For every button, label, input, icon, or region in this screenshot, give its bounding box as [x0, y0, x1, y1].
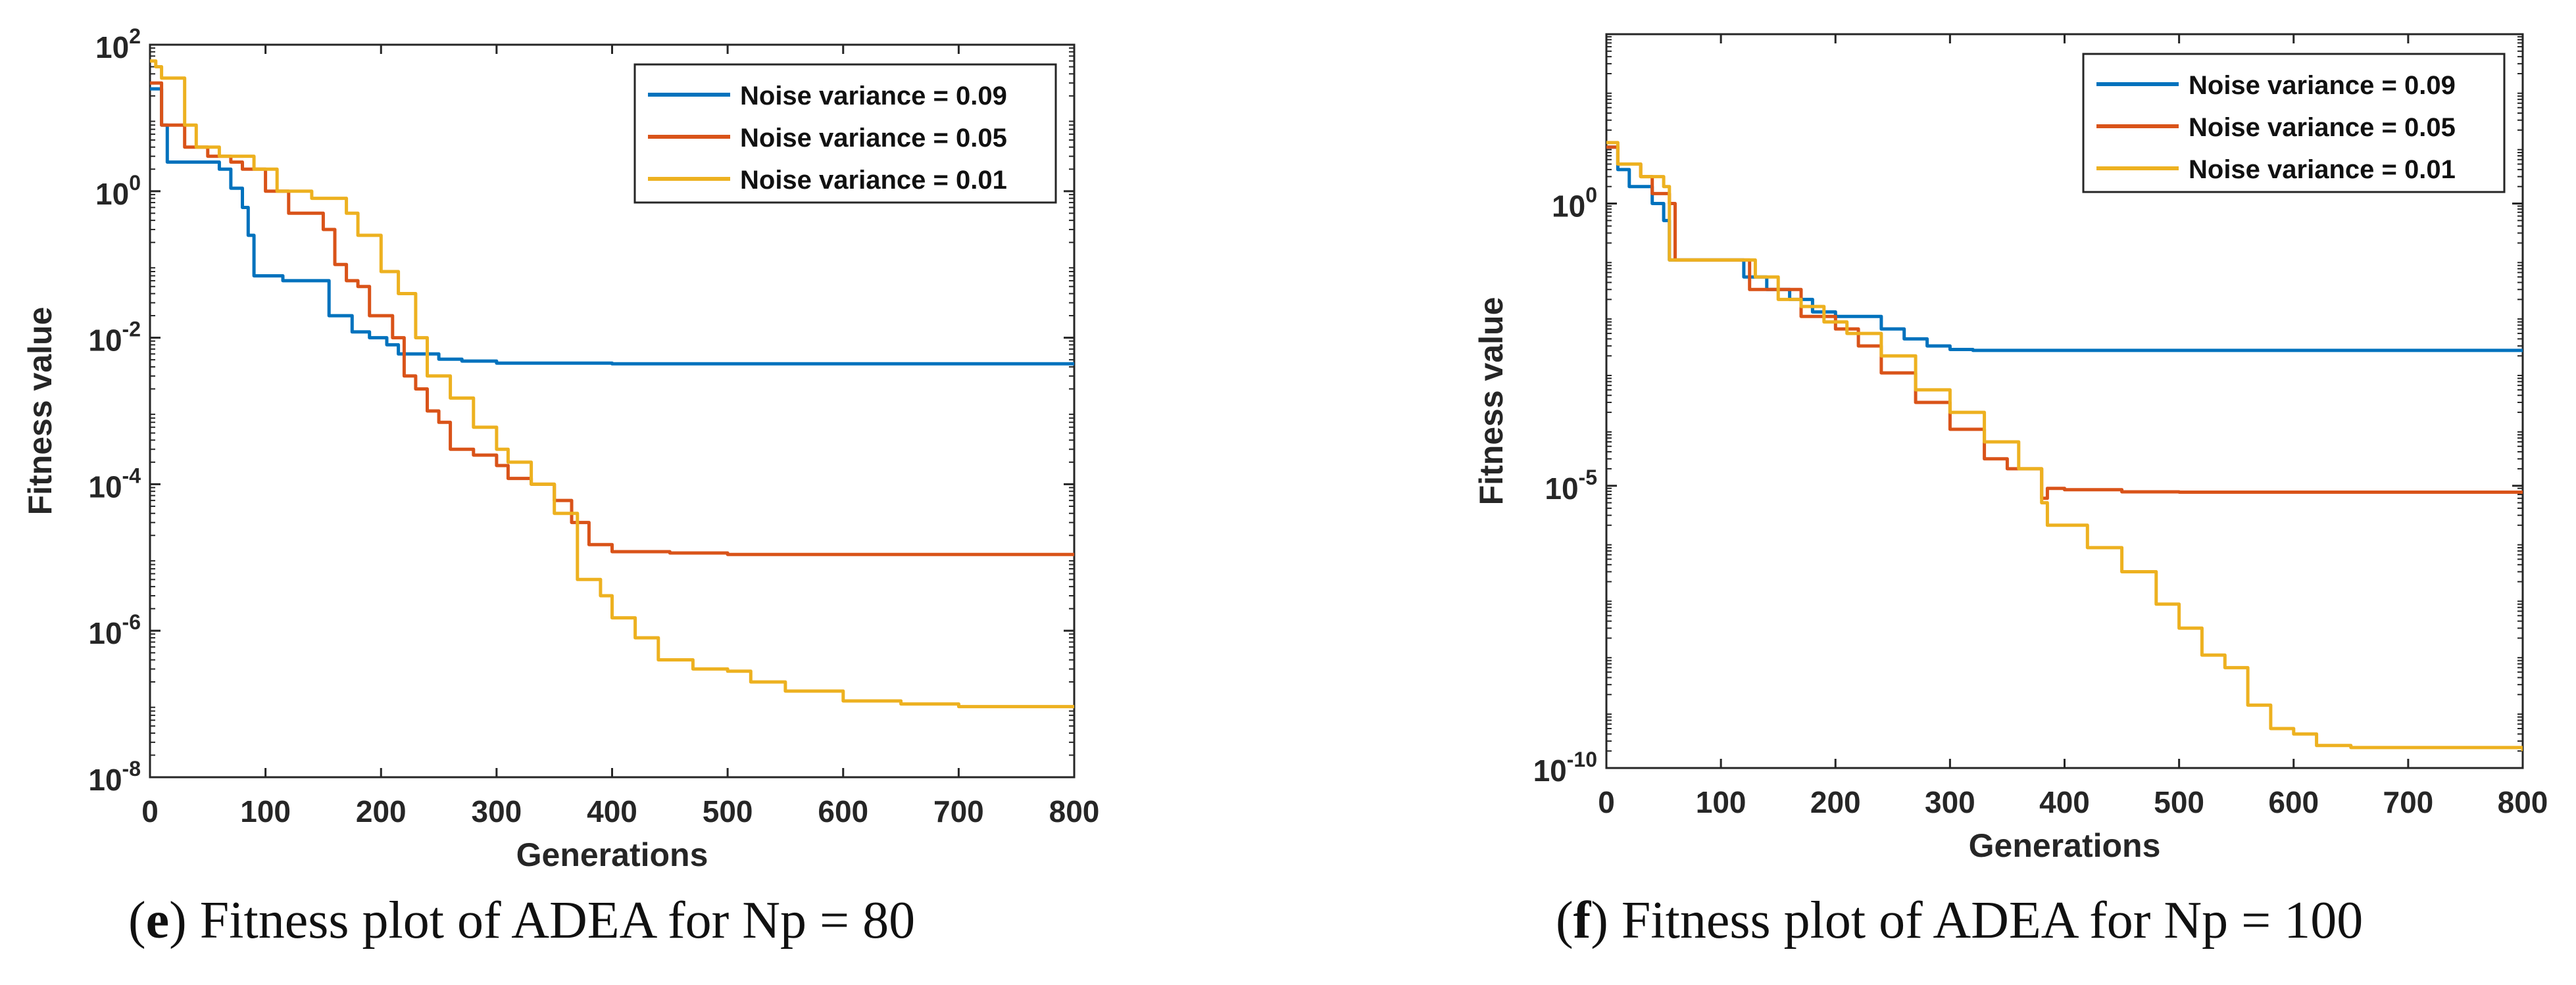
y-tick-label: 100 — [95, 171, 141, 211]
y-tick-label: 10-4 — [88, 464, 141, 504]
y-tick-base: 10 — [88, 324, 122, 358]
y-tick-base: 10 — [88, 469, 122, 504]
y-tick-label: 10-6 — [88, 610, 141, 650]
y-tick-label: 10-5 — [1545, 466, 1597, 506]
x-tick-label: 500 — [2154, 785, 2204, 819]
x-tick-label: 100 — [1696, 785, 1746, 819]
y-tick-base: 10 — [95, 177, 129, 211]
x-tick-label: 400 — [2039, 785, 2090, 819]
y-tick-exponent: 0 — [1585, 183, 1597, 207]
x-tick-label: 0 — [141, 794, 159, 829]
chart-panel-e: 0 100 200 300 400 500 600 700 80010210010-210-41… — [22, 24, 1099, 873]
y-tick-exponent: 0 — [129, 171, 141, 195]
x-axis-label: Generations — [1969, 827, 2161, 864]
y-tick-base: 10 — [88, 763, 122, 797]
y-tick-exponent: 2 — [129, 24, 141, 48]
x-tick-label: 700 — [2383, 785, 2434, 819]
x-tick-label: 0 — [1598, 785, 1615, 819]
y-tick-label: 10-2 — [88, 318, 141, 358]
series-line-3 — [1606, 141, 2523, 752]
y-tick-exponent: -8 — [122, 757, 141, 781]
x-tick-label: 600 — [2268, 785, 2319, 819]
y-tick-exponent: -10 — [1567, 748, 1597, 771]
x-tick-label: 200 — [356, 794, 407, 829]
caption-f-open: ( — [1556, 892, 1573, 949]
y-tick-label: 102 — [95, 24, 141, 64]
y-tick-exponent: -4 — [122, 464, 141, 487]
y-axis-label: Fitness value — [1473, 297, 1510, 506]
y-tick-label: 100 — [1552, 183, 1597, 224]
caption-e-open: ( — [128, 892, 146, 949]
x-tick-label: 200 — [1810, 785, 1861, 819]
series-line-1 — [150, 87, 1074, 366]
y-tick-base: 10 — [1552, 189, 1585, 224]
y-tick-exponent: -2 — [122, 318, 141, 341]
x-tick-label: 700 — [933, 794, 984, 829]
legend-label-2: Noise variance = 0.05 — [2189, 113, 2456, 142]
caption-f: (f) Fitness plot of ADEA for Np = 100 — [1556, 891, 2363, 951]
x-tick-label: 300 — [1925, 785, 1975, 819]
x-tick-label: 400 — [587, 794, 637, 829]
x-tick-label: 800 — [1049, 794, 1100, 829]
series-line-2 — [1606, 145, 2523, 500]
x-tick-label: 800 — [2498, 785, 2548, 819]
caption-f-letter: f — [1573, 892, 1591, 949]
x-tick-label: 500 — [703, 794, 753, 829]
caption-e: (e) Fitness plot of ADEA for Np = 80 — [128, 891, 915, 951]
y-axis-label: Fitness value — [22, 307, 59, 516]
y-tick-exponent: -6 — [122, 610, 141, 634]
y-tick-exponent: -5 — [1579, 466, 1597, 489]
y-tick-base: 10 — [88, 616, 122, 650]
y-tick-base: 10 — [1533, 754, 1567, 788]
y-tick-base: 10 — [1545, 471, 1578, 506]
legend-label-3: Noise variance = 0.01 — [740, 166, 1007, 195]
y-tick-label: 10-8 — [88, 757, 141, 797]
chart-panel-f: 0 100 200 300 400 500 600 700 80010010-510-10Gen… — [1473, 33, 2548, 864]
x-tick-label: 300 — [472, 794, 522, 829]
x-tick-label: 100 — [240, 794, 291, 829]
legend-label-3: Noise variance = 0.01 — [2189, 155, 2456, 184]
x-axis-label: Generations — [516, 836, 708, 873]
legend-label-1: Noise variance = 0.09 — [740, 82, 1007, 110]
x-tick-label: 600 — [818, 794, 868, 829]
caption-f-text: ) Fitness plot of ADEA for Np = 100 — [1591, 892, 2364, 949]
caption-e-letter: e — [145, 892, 170, 949]
series-line-3 — [150, 59, 1074, 709]
legend-label-1: Noise variance = 0.09 — [2189, 71, 2456, 100]
y-tick-label: 10-10 — [1533, 748, 1597, 788]
series-line-2 — [150, 81, 1074, 556]
legend-label-2: Noise variance = 0.05 — [740, 124, 1007, 153]
caption-e-text: ) Fitness plot of ADEA for Np = 80 — [169, 892, 916, 949]
y-tick-base: 10 — [95, 30, 129, 64]
